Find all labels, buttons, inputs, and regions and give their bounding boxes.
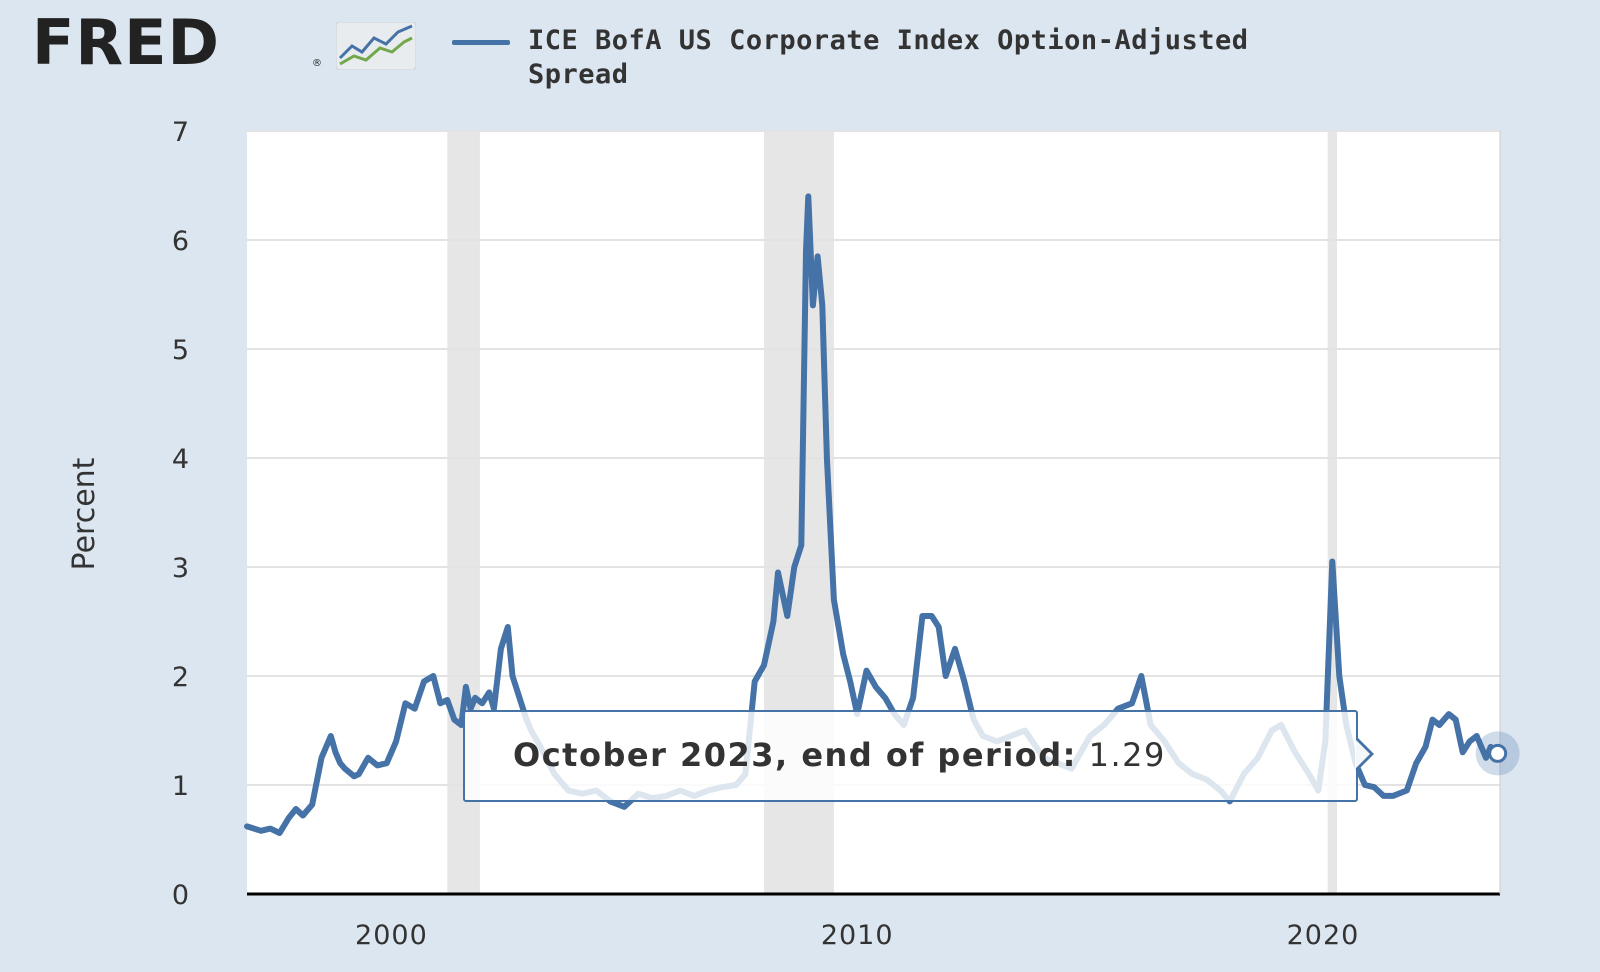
tooltip: October 2023, end of period: 1.29 (463, 710, 1358, 802)
y-axis-ticks: 0 1 2 3 4 5 6 7 (172, 117, 189, 911)
y-tick-label-4: 4 (172, 444, 189, 475)
y-tick-label-7: 7 (172, 117, 189, 148)
y-tick-label-0: 0 (172, 880, 189, 911)
y-tick-label-3: 3 (172, 553, 189, 584)
y-tick-label-6: 6 (172, 226, 189, 257)
x-tick-label-2000: 2000 (355, 920, 428, 951)
hover-marker (1475, 731, 1520, 776)
fred-logo-graph-icon (336, 22, 416, 70)
legend-title-line-1: ICE BofA US Corporate Index Option-Adjus… (528, 25, 1249, 56)
hover-point[interactable] (1488, 743, 1508, 763)
y-tick-label-1: 1 (172, 771, 189, 802)
tooltip-label: October 2023, end of period: (513, 736, 1077, 774)
x-tick-label-2020: 2020 (1287, 920, 1360, 951)
fred-logo[interactable]: FRED (32, 6, 220, 79)
legend-line-swatch (452, 40, 510, 45)
legend-title-line-2: Spread (528, 59, 629, 90)
x-tick-label-2010: 2010 (821, 920, 894, 951)
tooltip-pointer-inner (1355, 739, 1370, 769)
chart-header: FRED ® ICE BofA US Corporate Index Optio… (0, 0, 1600, 110)
y-axis-label: Percent (67, 457, 102, 570)
y-tick-label-2: 2 (172, 662, 189, 693)
x-axis-ticks: 2000 2010 2020 (355, 920, 1360, 951)
y-tick-label-5: 5 (172, 335, 189, 366)
tooltip-value: 1.29 (1088, 736, 1166, 774)
legend-series-title[interactable]: ICE BofA US Corporate Index Option-Adjus… (528, 24, 1508, 92)
recession-band-2 (1327, 131, 1337, 894)
registered-mark: ® (312, 58, 322, 69)
tooltip-text: October 2023, end of period: 1.29 (513, 736, 1166, 774)
